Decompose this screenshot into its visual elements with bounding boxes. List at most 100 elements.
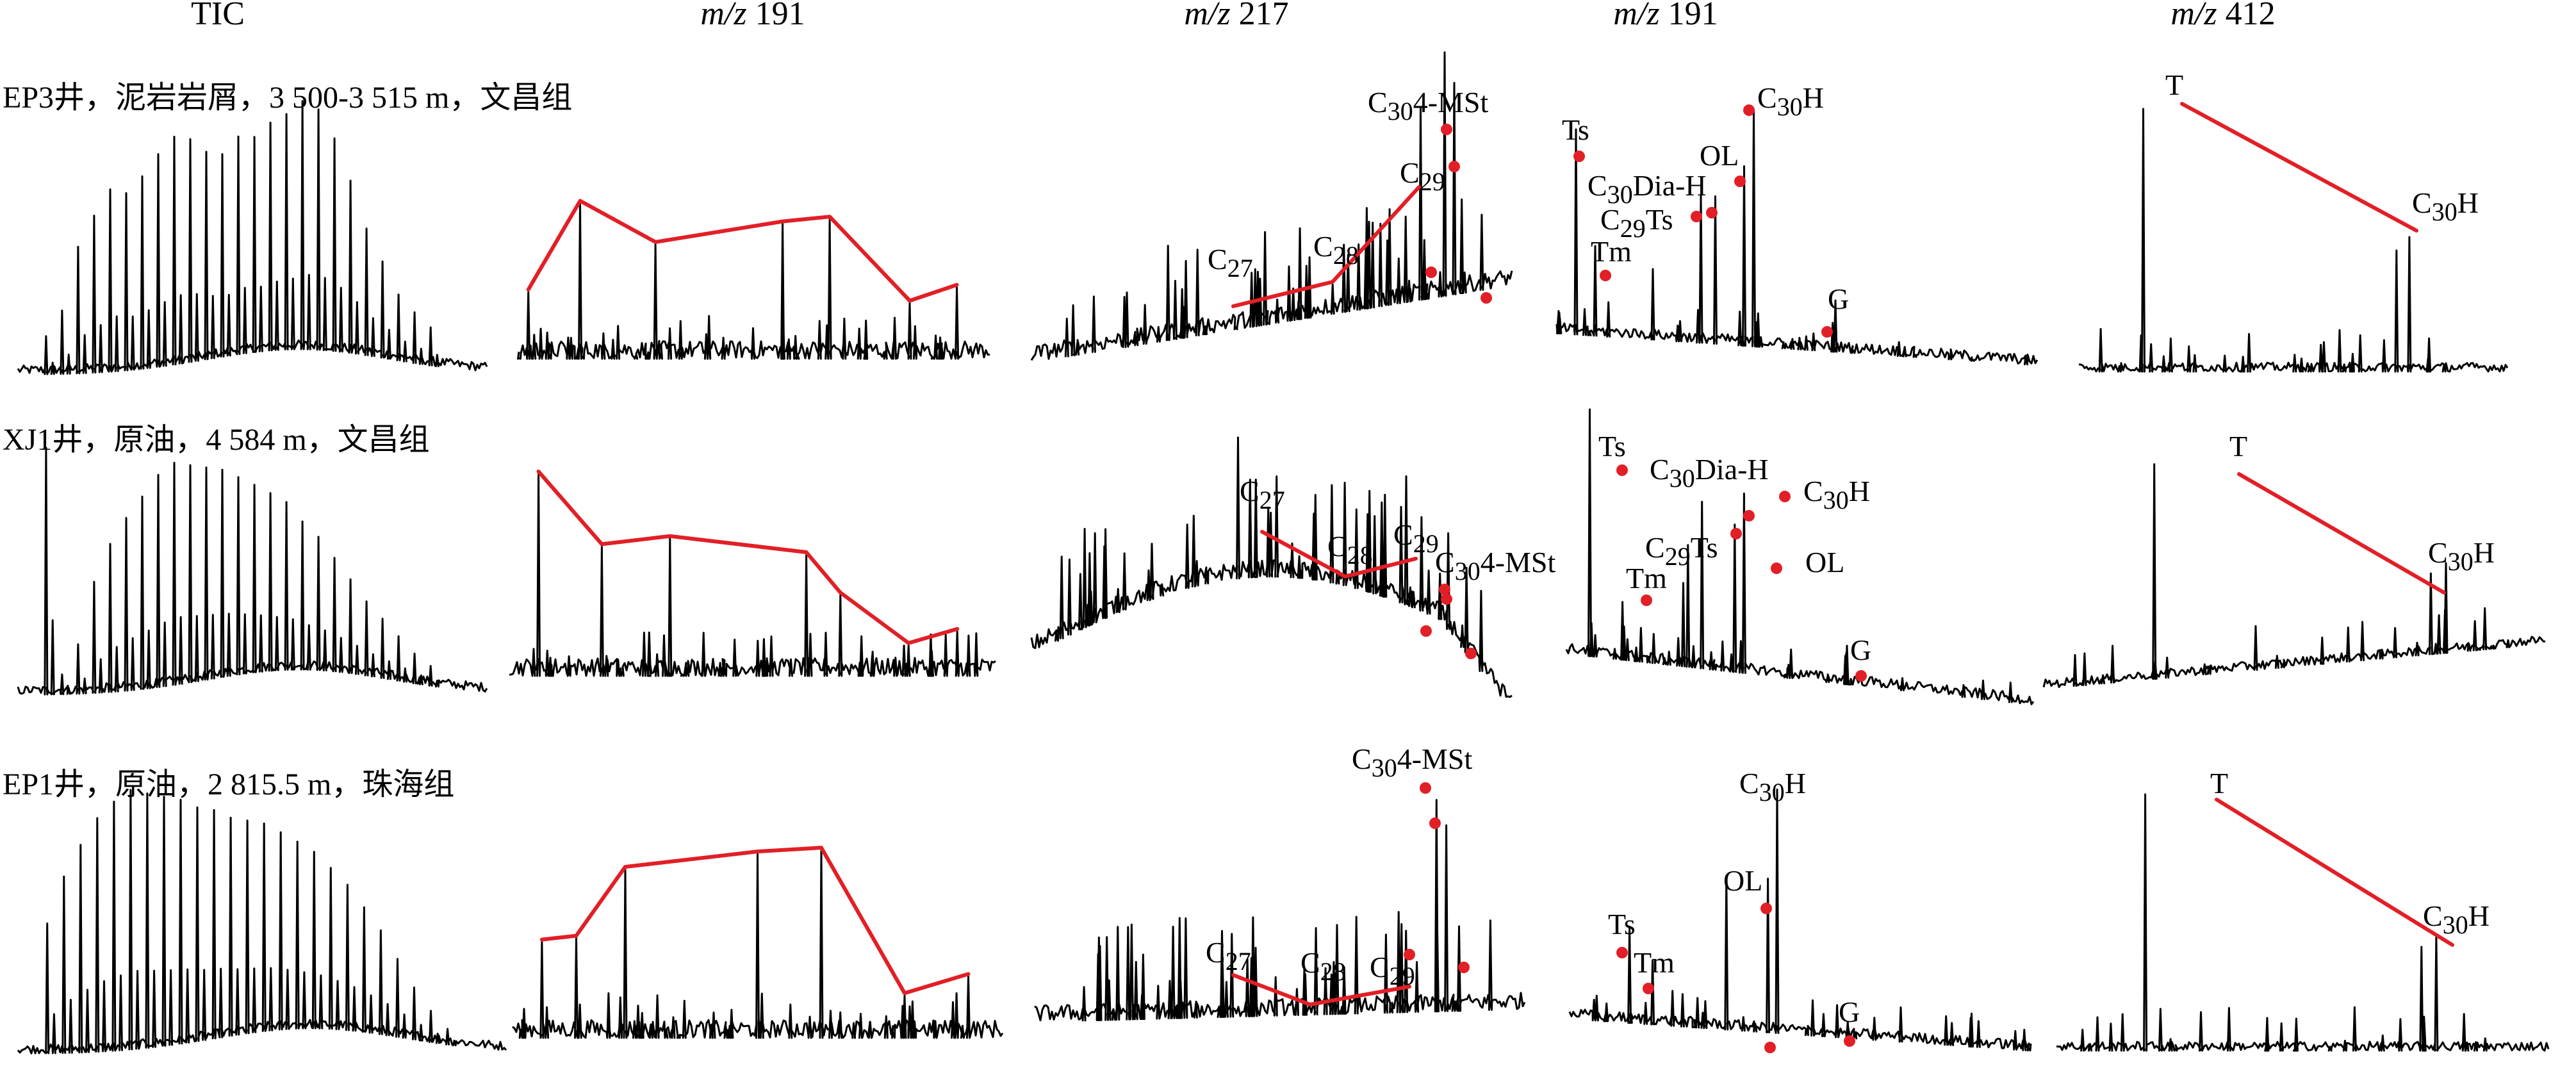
sterane-peak-marker <box>1425 267 1437 278</box>
hopane-peak-marker <box>1764 1042 1776 1053</box>
hopane-peak-marker <box>1760 903 1772 914</box>
label-ol: OL <box>1700 139 1739 172</box>
hopane-peak-marker <box>1616 947 1628 958</box>
hopane-peak-marker <box>1771 562 1782 574</box>
hopane-peak-marker <box>1779 491 1791 502</box>
header-tic: TIC <box>191 0 245 32</box>
hopane-peak-marker <box>1600 270 1611 281</box>
hopane-peak-marker <box>1844 1035 1855 1047</box>
label-c29: C29 <box>1400 156 1445 196</box>
mz412-trace <box>2078 108 2509 373</box>
hopane-peak-marker <box>1821 326 1833 338</box>
mz412-trace <box>2056 793 2550 1052</box>
terpane-trend-line <box>539 846 971 996</box>
label-c30h: C30H <box>1757 81 1824 121</box>
terpane-trace <box>517 202 990 360</box>
label-ts: Ts <box>1562 113 1589 146</box>
label-tm: Tm <box>1626 562 1667 595</box>
terpane-trace <box>509 473 996 677</box>
terpane-trace <box>512 849 1004 1039</box>
label-c30h-412: C30H <box>2428 536 2495 576</box>
hopane-peak-marker <box>1641 595 1652 606</box>
label-c30-4mst: C304-MSt <box>1368 86 1488 126</box>
terpane-trend-line <box>536 470 960 645</box>
hopane-trace <box>1565 408 2035 705</box>
hopane-peak-marker <box>1706 207 1718 218</box>
row-label-ep3: EP3井，泥岩岩屑，3 500-3 515 m，文昌组 <box>3 81 572 115</box>
label-tm: Tm <box>1634 946 1675 979</box>
hopane-trace <box>1568 789 2032 1052</box>
label-g: G <box>1828 283 1849 315</box>
label-g: G <box>1850 634 1871 666</box>
mz412-trend-line <box>2180 102 2418 233</box>
label-c29: C29 <box>1370 951 1415 990</box>
label-ol: OL <box>1805 546 1844 579</box>
sterane-peak-marker <box>1420 782 1431 794</box>
mz412-trace <box>2042 463 2546 688</box>
label-c27: C27 <box>1240 475 1285 514</box>
sterane-trace <box>1030 51 1513 361</box>
hopane-peak-marker <box>1730 528 1742 539</box>
terpane-trend-line <box>526 199 959 303</box>
sterane-peak-marker <box>1439 584 1450 595</box>
label-c28: C28 <box>1327 530 1373 570</box>
label-ts: Ts <box>1608 908 1636 940</box>
sterane-peak-marker <box>1420 625 1432 637</box>
sterane-trend-line <box>1260 530 1418 579</box>
peak-labels-row3: C304-MSt C27 C28 C29 C30H OL Ts Tm G T C… <box>1206 743 2490 1028</box>
label-c27: C27 <box>1206 936 1251 976</box>
mz412-trend-line <box>2237 472 2446 595</box>
label-c29ts: C29Ts <box>1600 203 1673 243</box>
sterane-peak-marker <box>1458 962 1470 973</box>
sterane-peak-marker <box>1448 161 1460 172</box>
sterane-trace <box>1034 799 1526 1022</box>
row-label-ep1: EP1井，原油，2 815.5 m，珠海组 <box>3 767 454 801</box>
mz412-trend-line <box>2215 798 2454 947</box>
label-c30h-412: C30H <box>2412 186 2479 226</box>
label-c30-4mst: C304-MSt <box>1435 546 1555 586</box>
column-headers: TIC m/z 191 m/z 217 m/z 191 m/z 412 <box>191 0 2276 32</box>
label-ts: Ts <box>1598 430 1626 463</box>
sterane-peak-marker <box>1404 949 1415 960</box>
label-c28: C28 <box>1300 946 1346 986</box>
header-mz191-terpanes: m/z 191 <box>700 0 805 32</box>
label-c29: C29 <box>1393 518 1439 558</box>
sterane-peak-marker <box>1441 124 1452 135</box>
label-c30-4mst: C304-MSt <box>1352 743 1472 782</box>
tic-trace <box>17 447 488 696</box>
row-label-xj1: XJ1井，原油，4 584 m，文昌组 <box>3 423 430 457</box>
row-labels: EP3井，泥岩岩屑，3 500-3 515 m，文昌组 XJ1井，原油，4 58… <box>3 81 572 801</box>
label-t: T <box>2229 430 2247 463</box>
sterane-peak-marker <box>1481 292 1492 304</box>
sterane-trend-line <box>1231 973 1411 1006</box>
hopane-peak-marker <box>1691 211 1702 222</box>
label-c30h: C30H <box>1803 475 1870 514</box>
peak-labels-row1: C304-MSt C29 C28 C27 Ts C30Dia-H C29Ts T… <box>1208 69 2479 315</box>
label-tm: Tm <box>1591 235 1632 268</box>
peak-markers <box>1404 104 1867 1053</box>
hopane-peak-marker <box>1734 176 1746 187</box>
label-c29ts: C29Ts <box>1645 531 1718 571</box>
label-t: T <box>2210 767 2228 800</box>
header-mz412: m/z 412 <box>2170 0 2275 32</box>
sterane-peak-marker <box>1429 817 1441 829</box>
sterane-peak-marker <box>1465 648 1477 659</box>
peak-labels-row2: C27 C28 C29 C304-MSt Ts C30Dia-H C29Ts T… <box>1240 430 2495 666</box>
tic-trace <box>17 789 507 1054</box>
label-t: T <box>2165 69 2183 101</box>
tic-trace <box>17 100 488 375</box>
sterane-peak-marker <box>1441 593 1452 605</box>
hopane-peak-marker <box>1616 464 1628 476</box>
hopane-peak-marker <box>1643 983 1654 994</box>
trend-lines <box>526 102 2454 1006</box>
sterane-trace <box>1030 436 1513 698</box>
chromatogram-traces <box>17 51 2550 1054</box>
label-c27: C27 <box>1208 243 1253 283</box>
sterane-trend-line <box>1231 185 1421 308</box>
label-c30h-412: C30H <box>2423 899 2490 939</box>
hopane-peak-marker <box>1573 151 1585 162</box>
label-g: G <box>1839 996 1860 1028</box>
hopane-trace <box>1555 108 2039 366</box>
label-c30-dia-h: C30Dia-H <box>1587 169 1707 209</box>
